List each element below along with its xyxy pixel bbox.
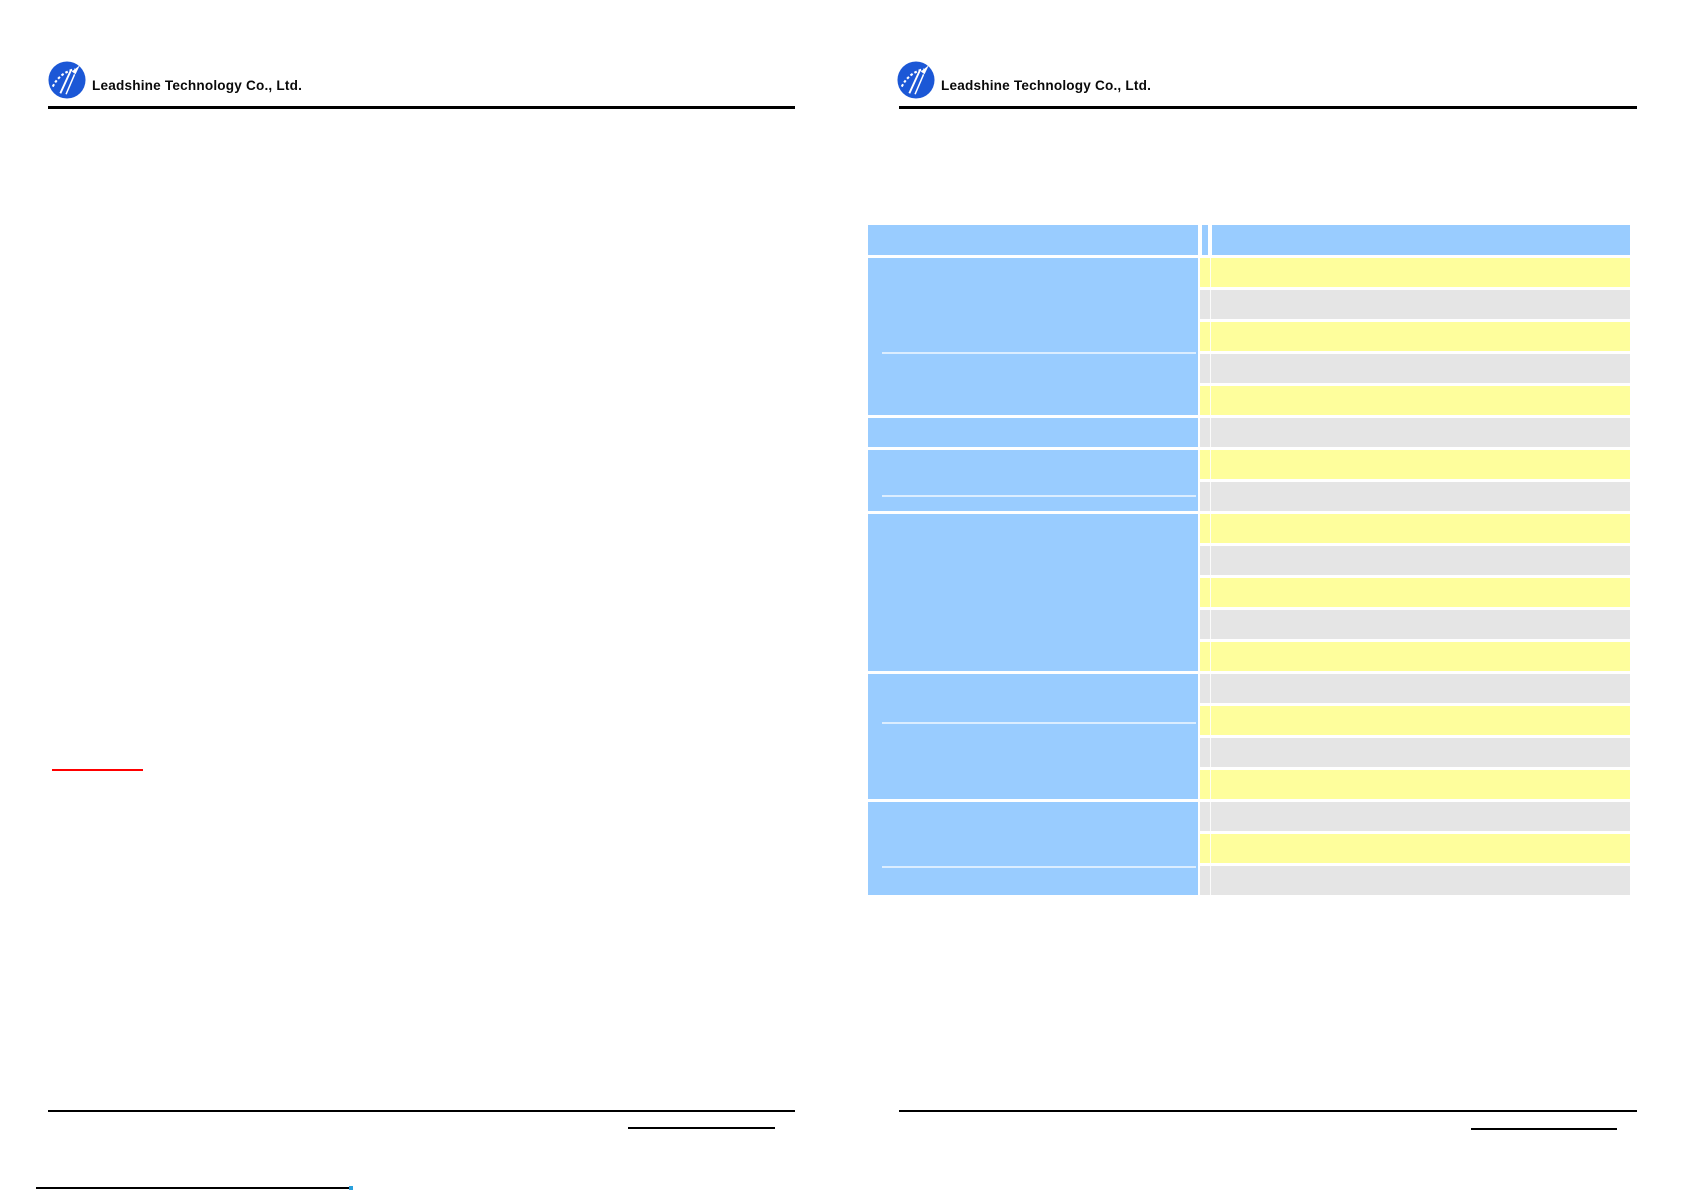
table-left-block: [868, 258, 1198, 415]
table-row: [1200, 546, 1630, 575]
table-header-right-cell: [1212, 225, 1630, 255]
table-row: [1200, 386, 1630, 415]
cell-spacer-line: [1210, 450, 1211, 479]
table-left-block: [868, 802, 1198, 895]
cell-spacer-line: [1210, 578, 1211, 607]
red-underline-mark: [52, 769, 143, 771]
table-row: [1200, 802, 1630, 831]
table-row: [1200, 770, 1630, 799]
cell-spacer-line: [1210, 258, 1211, 287]
table-left-block: [868, 450, 1198, 511]
company-name: Leadshine Technology Co., Ltd.: [92, 77, 303, 93]
cell-spacer-line: [1210, 834, 1211, 863]
table-row: [1200, 322, 1630, 351]
table-row: [1200, 834, 1630, 863]
cell-spacer-line: [1210, 514, 1211, 543]
table-row: [1200, 354, 1630, 383]
company-name: Leadshine Technology Co., Ltd.: [941, 77, 1152, 93]
footer-page-underline: [628, 1127, 775, 1129]
table-header-left-cell: [868, 225, 1198, 255]
table-row: [1200, 674, 1630, 703]
table-row: [1200, 290, 1630, 319]
header-rule: [899, 106, 1637, 109]
leadshine-logo-icon: [48, 61, 86, 99]
cell-spacer-line: [1210, 418, 1211, 447]
cell-spacer-line: [1210, 386, 1211, 415]
cell-spacer-line: [1210, 322, 1211, 351]
cell-spacer-line: [1210, 802, 1211, 831]
cell-spacer-line: [1210, 674, 1211, 703]
footer-page-underline: [1471, 1128, 1617, 1130]
table-row: [1200, 418, 1630, 447]
table-header-spacer-cell: [1202, 225, 1208, 255]
cell-spacer-line: [1210, 866, 1211, 895]
table-row: [1200, 258, 1630, 287]
cell-faint-divider: [882, 352, 1196, 354]
cell-spacer-line: [1210, 706, 1211, 735]
cell-faint-divider: [882, 722, 1196, 724]
leadshine-logo-icon: [897, 61, 935, 99]
cell-faint-divider: [882, 495, 1196, 497]
table-row: [1200, 610, 1630, 639]
table-row: [1200, 578, 1630, 607]
footer-rule: [899, 1110, 1637, 1112]
table-row: [1200, 450, 1630, 479]
table-left-block: [868, 514, 1198, 671]
table-row: [1200, 642, 1630, 671]
table-row: [1200, 866, 1630, 895]
table-row: [1200, 738, 1630, 767]
table-left-block: [868, 418, 1198, 447]
cell-spacer-line: [1210, 482, 1211, 511]
cell-spacer-line: [1210, 354, 1211, 383]
table-left-block: [868, 674, 1198, 799]
cell-spacer-line: [1210, 610, 1211, 639]
bottom-left-blue-dot: [349, 1186, 353, 1190]
table-row: [1200, 706, 1630, 735]
bottom-left-rule: [36, 1187, 349, 1189]
cell-faint-divider: [882, 866, 1196, 868]
footer-rule: [48, 1110, 795, 1112]
table-row: [1200, 514, 1630, 543]
cell-spacer-line: [1210, 290, 1211, 319]
cell-spacer-line: [1210, 770, 1211, 799]
cell-spacer-line: [1210, 738, 1211, 767]
cell-spacer-line: [1210, 546, 1211, 575]
cell-spacer-line: [1210, 642, 1211, 671]
table-row: [1200, 482, 1630, 511]
header-rule: [48, 106, 795, 109]
